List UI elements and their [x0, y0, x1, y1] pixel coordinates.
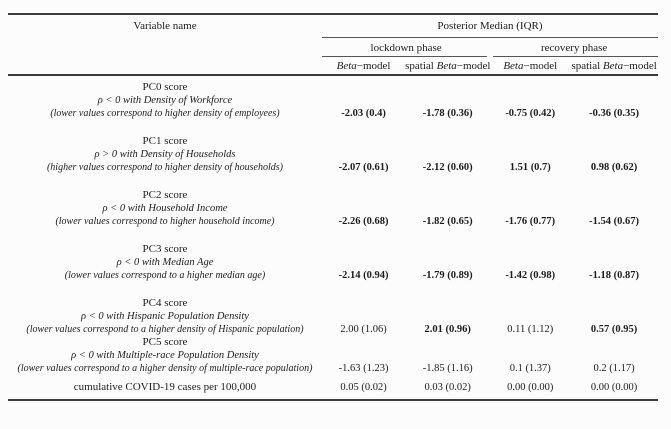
value-cell: 0.57 (0.95)	[590, 324, 638, 335]
value-cell: -2.07 (0.61)	[338, 162, 389, 173]
variable-relation: ρ < 0 with Household Income	[102, 203, 228, 214]
model-column-header: Beta−model	[321, 57, 406, 76]
variable-note: (lower values correspond to a higher den…	[17, 363, 313, 374]
header-row-phases: lockdown phase recovery phase	[8, 38, 658, 58]
header-row-group: Variable name Posterior Median (IQR)	[8, 14, 658, 38]
table-row: PC1 score ρ > 0 with Density of Househol…	[8, 128, 658, 182]
table-row: PC2 score ρ < 0 with Household Income (l…	[8, 182, 658, 236]
value-cell: 2.01 (0.96)	[424, 324, 471, 335]
value-cell: -2.03 (0.4)	[341, 108, 386, 119]
variable-cell: cumulative COVID-19 cases per 100,000	[8, 379, 322, 400]
variable-cell: PC5 score ρ < 0 with Multiple-race Popul…	[8, 336, 322, 379]
model-column-header: Beta−model	[490, 57, 571, 76]
lockdown-phase-header: lockdown phase	[321, 38, 490, 58]
variable-note: (lower values correspond to a higher den…	[26, 324, 304, 335]
variable-cell: PC1 score ρ > 0 with Density of Househol…	[8, 128, 322, 182]
value-cell: -2.12 (0.60)	[422, 162, 473, 173]
value-cell: -2.26 (0.68)	[338, 216, 389, 227]
empty-header-cell	[8, 57, 322, 76]
variable-relation: ρ < 0 with Density of Workforce	[97, 95, 233, 106]
table-row: cumulative COVID-19 cases per 100,000 0.…	[8, 379, 658, 400]
variable-note: (lower values correspond to higher house…	[55, 216, 275, 227]
table-row: PC5 score ρ < 0 with Multiple-race Popul…	[8, 336, 658, 379]
model-column-header: spatial Beta−model	[570, 57, 658, 76]
variable-name: PC3 score	[142, 243, 188, 255]
variable-name: cumulative COVID-19 cases per 100,000	[73, 381, 257, 393]
value-cell: 0.00 (0.00)	[590, 382, 638, 393]
variable-cell: PC2 score ρ < 0 with Household Income (l…	[8, 182, 322, 236]
variable-relation: ρ < 0 with Hispanic Population Density	[81, 311, 249, 322]
variable-name: PC4 score	[142, 297, 188, 309]
variable-name: PC1 score	[142, 135, 188, 147]
value-cell: 0.2 (1.17)	[593, 363, 635, 374]
header-row-models: Beta−model spatial Beta−model Beta−model…	[8, 57, 658, 76]
value-cell: -1.76 (0.77)	[505, 216, 556, 227]
value-cell: -1.85 (1.16)	[422, 363, 473, 374]
variable-cell: PC0 score ρ < 0 with Density of Workforc…	[8, 75, 322, 128]
value-cell: -0.36 (0.35)	[589, 108, 640, 119]
variable-name-header: Variable name	[133, 20, 197, 33]
variable-note: (lower values correspond to higher densi…	[50, 108, 280, 119]
value-cell: 1.51 (0.7)	[509, 162, 551, 173]
table-row: PC0 score ρ < 0 with Density of Workforc…	[8, 75, 658, 128]
value-cell: -1.54 (0.67)	[589, 216, 640, 227]
value-cell: 0.1 (1.37)	[509, 363, 551, 374]
value-cell: 0.00 (0.00)	[507, 382, 554, 393]
variable-cell: PC4 score ρ < 0 with Hispanic Population…	[8, 290, 322, 336]
table-row: PC4 score ρ < 0 with Hispanic Population…	[8, 290, 658, 336]
table-row: PC3 score ρ < 0 with Median Age (lower v…	[8, 236, 658, 290]
posterior-median-header: Posterior Median (IQR)	[321, 14, 658, 38]
value-cell: 0.98 (0.62)	[590, 162, 638, 173]
posterior-median-table: Variable name Posterior Median (IQR) loc…	[8, 13, 658, 401]
empty-header-cell	[8, 38, 322, 58]
variable-name: PC2 score	[142, 189, 188, 201]
value-cell: -1.18 (0.87)	[589, 270, 640, 281]
model-column-header: spatial Beta−model	[405, 57, 490, 76]
value-cell: 0.05 (0.02)	[340, 382, 387, 393]
variable-cell: PC3 score ρ < 0 with Median Age (lower v…	[8, 236, 322, 290]
variable-relation: ρ < 0 with Multiple-race Population Dens…	[71, 350, 259, 361]
value-cell: -1.82 (0.65)	[422, 216, 473, 227]
variable-note: (higher values correspond to higher dens…	[46, 162, 283, 173]
value-cell: -1.78 (0.36)	[422, 108, 473, 119]
value-cell: 0.11 (1.12)	[507, 324, 554, 335]
value-cell: -1.63 (1.23)	[338, 363, 389, 374]
recovery-phase-header: recovery phase	[490, 38, 658, 58]
variable-name: PC0 score	[142, 81, 188, 93]
value-cell: -1.42 (0.98)	[505, 270, 556, 281]
value-cell: -1.79 (0.89)	[422, 270, 473, 281]
variable-relation: ρ > 0 with Density of Households	[94, 149, 236, 160]
value-cell: -0.75 (0.42)	[505, 108, 556, 119]
variable-note: (lower values correspond to a higher med…	[64, 270, 266, 281]
variable-name: PC5 score	[142, 336, 188, 348]
value-cell: 2.00 (1.06)	[340, 324, 387, 335]
value-cell: -2.14 (0.94)	[338, 270, 389, 281]
value-cell: 0.03 (0.02)	[424, 382, 471, 393]
variable-relation: ρ < 0 with Median Age	[116, 257, 214, 268]
